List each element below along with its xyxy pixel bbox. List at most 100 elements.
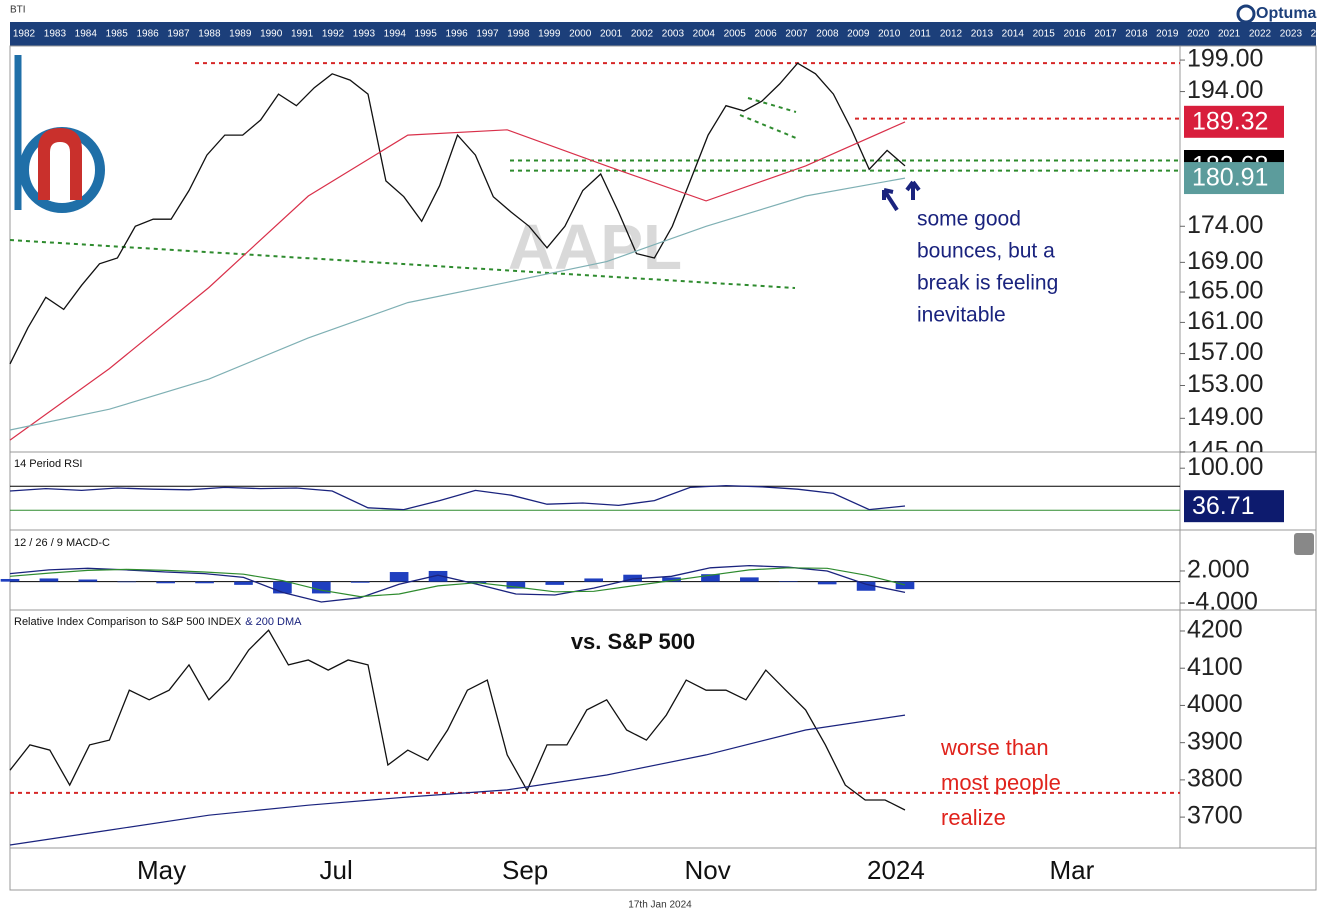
annotation: inevitable [917, 304, 1006, 327]
value-badge-label: 180.91 [1192, 164, 1268, 192]
year-label: 2018 [1125, 29, 1148, 40]
lock-icon[interactable] [1294, 533, 1314, 555]
year-label: 1995 [415, 29, 438, 40]
year-label: 1983 [44, 29, 67, 40]
y-tick-label: 157.00 [1187, 338, 1263, 366]
flag-line [747, 97, 797, 113]
year-label: 1986 [136, 29, 159, 40]
year-label: 2022 [1249, 29, 1272, 40]
x-tick-label: 2024 [867, 855, 925, 885]
year-label: 2011 [909, 29, 931, 40]
y-tick-label: 3800 [1187, 764, 1243, 792]
annotation: realize [941, 805, 1006, 830]
histogram-bar [895, 581, 915, 590]
symbol: BTI [10, 5, 26, 16]
histogram-bar [0, 578, 20, 582]
year-label: 2001 [600, 29, 623, 40]
histogram-bar [195, 581, 214, 584]
year-label: 2009 [847, 29, 870, 40]
year-label: 1996 [445, 29, 468, 40]
y-tick-label: 4000 [1187, 690, 1243, 718]
y-tick-label: 174.00 [1187, 211, 1263, 239]
value-badge [1184, 490, 1284, 523]
histogram-bar [545, 581, 565, 585]
series-line [9, 121, 906, 441]
year-label: 1997 [476, 29, 499, 40]
year-label: 2000 [569, 29, 592, 40]
y-tick-label: 199.00 [1187, 45, 1263, 73]
y-tick-label: 161.00 [1187, 307, 1263, 335]
series-line [9, 567, 906, 598]
panel-title-text: 12 / 26 / 9 MACD-C [14, 537, 110, 549]
year-label: 1994 [384, 29, 407, 40]
panel-title: 12 / 26 / 9 MACD-C [14, 537, 110, 549]
year-label: 2020 [1187, 29, 1210, 40]
x-tick-label: Jul [320, 855, 353, 885]
histogram-bar [117, 581, 137, 583]
y-tick-label: 3700 [1187, 802, 1243, 830]
y-tick-label: 3900 [1187, 727, 1243, 755]
histogram-bar [817, 581, 837, 585]
series-line [9, 629, 906, 811]
value-badge [1184, 162, 1284, 195]
histogram-bar [584, 578, 604, 582]
series-line [9, 564, 906, 603]
year-label: 1998 [507, 29, 530, 40]
year-strip [10, 22, 1316, 46]
histogram-bar [856, 581, 876, 591]
year-label: 2021 [1218, 29, 1241, 40]
trend-line [9, 239, 796, 289]
brand: Optuma [1256, 5, 1317, 22]
year-label: 1993 [353, 29, 376, 40]
brand-icon [1236, 4, 1256, 24]
value-badge [1184, 105, 1284, 138]
year-label: 2016 [1063, 29, 1086, 40]
panel-title-text: Relative Index Comparison to S&P 500 IND… [14, 616, 242, 628]
year-label: 2003 [662, 29, 685, 40]
panel-subtitle: vs. S&P 500 [571, 629, 695, 654]
panel-title-suffix: & 200 DMA [245, 616, 302, 628]
histogram-bar [740, 577, 759, 582]
year-label: 1985 [106, 29, 129, 40]
arrow [882, 188, 899, 212]
y-tick-label: 165.00 [1187, 277, 1263, 305]
histogram-bar [39, 578, 59, 582]
histogram-bar [662, 577, 681, 582]
flag-line [739, 114, 797, 139]
histogram-bar [428, 570, 448, 582]
arrow [905, 180, 921, 200]
year-label: 1982 [13, 29, 36, 40]
y-tick-label: 4100 [1187, 653, 1243, 681]
histogram-bar [156, 581, 175, 584]
x-tick-label: Nov [685, 855, 731, 885]
year-label: 2010 [878, 29, 901, 40]
year-label: 1990 [260, 29, 283, 40]
y-tick-label: 149.00 [1187, 403, 1263, 431]
year-label: 2006 [754, 29, 777, 40]
year-label: 1999 [538, 29, 561, 40]
value-badge-label: 189.32 [1192, 107, 1268, 135]
y-tick-label: 2.000 [1187, 556, 1250, 584]
logo [14, 55, 105, 213]
year-label: 2015 [1033, 29, 1056, 40]
histogram-bar [506, 581, 526, 589]
histogram-bar [78, 579, 98, 582]
annotation: break is feeling [917, 272, 1058, 295]
footer-date: 17th Jan 2024 [628, 900, 692, 911]
annotation: some good [917, 208, 1021, 231]
year-label: 2017 [1094, 29, 1117, 40]
year-label: 1989 [229, 29, 252, 40]
annotation: bounces, but a [917, 240, 1055, 263]
histogram-bar [234, 581, 253, 585]
y-tick-label: -4.000 [1187, 588, 1258, 616]
histogram-bar [350, 581, 370, 583]
year-label: 2004 [693, 29, 716, 40]
year-label: 1987 [167, 29, 190, 40]
watermark: AAPL [508, 211, 682, 283]
x-tick-label: Mar [1050, 855, 1095, 885]
year-label: 2024 [1311, 29, 1321, 40]
histogram-bar [273, 581, 292, 594]
year-label: 2008 [816, 29, 839, 40]
